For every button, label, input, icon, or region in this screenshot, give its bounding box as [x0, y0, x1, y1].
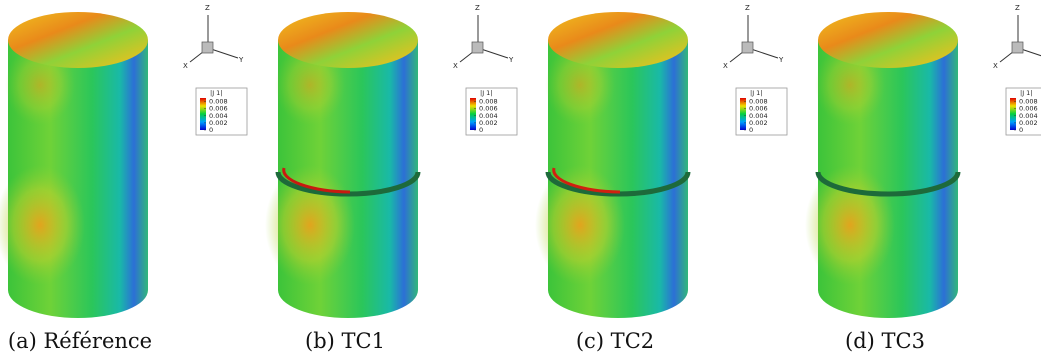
caption: (d) TC3: [845, 329, 925, 353]
interface-hot: [282, 167, 351, 194]
interface: [275, 171, 421, 197]
axis-label: Z: [1015, 4, 1020, 12]
colorbar-label: 0.006: [1019, 105, 1038, 113]
colorbar-label: 0.004: [1019, 112, 1038, 120]
caption: (c) TC2: [576, 329, 654, 353]
colorbar-label: 0.006: [749, 105, 768, 113]
axis-label: X: [723, 62, 728, 70]
axis-label: X: [453, 62, 458, 70]
colorbar-label: 0: [479, 126, 483, 134]
colorbar: [740, 98, 746, 130]
colorbar-label: 0.002: [1019, 119, 1038, 127]
axis-triad: [189, 14, 239, 63]
cylinder: [805, 12, 958, 318]
colorbar-label: 0.008: [479, 98, 498, 106]
colorbar-label: 0.008: [1019, 98, 1038, 106]
colorbar: [1010, 98, 1016, 130]
colorbar-label: 0.004: [479, 112, 498, 120]
axis-label: Z: [475, 4, 480, 12]
axis-triad: [459, 14, 509, 63]
axis-triad: [729, 14, 779, 63]
interface: [815, 171, 961, 197]
colorbar-label: 0.002: [749, 119, 768, 127]
axis-label: Z: [745, 4, 750, 12]
caption: (b) TC1: [305, 329, 385, 353]
colorbar-label: 0: [1019, 126, 1023, 134]
colorbar: [200, 98, 206, 130]
colorbar-label: 0.002: [479, 119, 498, 127]
legend-title: |J 1|: [210, 89, 223, 97]
interface-hot: [552, 167, 621, 194]
colorbar-label: 0.004: [749, 112, 768, 120]
cylinder: [0, 12, 148, 318]
axis-label: Y: [778, 56, 784, 64]
axis-label: Y: [508, 56, 514, 64]
colorbar-label: 0.002: [209, 119, 228, 127]
legend-title: |J 1|: [750, 89, 763, 97]
axis-label: Z: [205, 4, 210, 12]
colorbar-label: 0.008: [749, 98, 768, 106]
colorbar-label: 0: [209, 126, 213, 134]
axis-triad: [999, 14, 1041, 63]
axis-label: X: [183, 62, 188, 70]
interface: [545, 171, 691, 197]
colorbar: [470, 98, 476, 130]
colorbar-label: 0: [749, 126, 753, 134]
colorbar-label: 0.004: [209, 112, 228, 120]
cylinder: [265, 12, 418, 318]
axis-label: Y: [238, 56, 244, 64]
caption: (a) Référence: [8, 329, 152, 353]
cylinder: [535, 12, 688, 318]
axis-label: X: [993, 62, 998, 70]
legend-title: |J 1|: [480, 89, 493, 97]
legend-title: |J 1|: [1020, 89, 1033, 97]
colorbar-label: 0.006: [479, 105, 498, 113]
colorbar-label: 0.008: [209, 98, 228, 106]
colorbar-label: 0.006: [209, 105, 228, 113]
